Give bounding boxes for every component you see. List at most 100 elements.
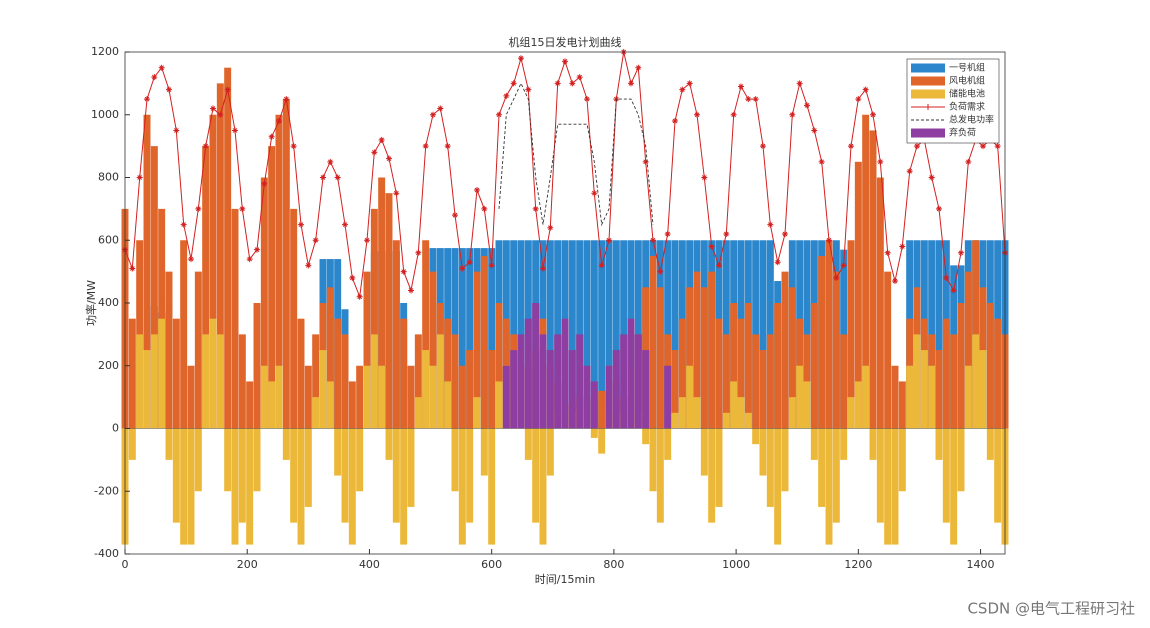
marker [254,246,260,253]
bar [986,303,994,429]
bar [187,365,195,429]
x-axis-label: 时间/15min [535,573,595,586]
marker [745,96,752,103]
bar [583,365,591,429]
y-tick-label: 400 [98,296,119,309]
marker [496,111,502,118]
marker [268,133,275,140]
marker [452,212,458,219]
marker [826,237,832,244]
marker [686,80,693,87]
bar [678,397,686,429]
marker [364,237,370,244]
bar [620,334,628,429]
bar [598,390,606,429]
bar [950,334,958,429]
legend-swatch [911,128,945,138]
bar [935,240,943,429]
bar [708,271,716,429]
marker [202,143,209,150]
marker [884,249,891,256]
bar [730,381,738,429]
marker [386,155,392,162]
marker [796,80,803,87]
bar [246,428,254,545]
bar [590,381,598,429]
bar [370,334,378,429]
bar [847,240,855,429]
legend-label: 一号机组 [949,62,985,74]
bar [348,428,356,545]
bar [363,365,371,429]
bar [788,287,796,429]
bar [869,428,877,460]
legend-label: 风电机组 [949,75,985,87]
bar [378,177,386,429]
x-tick-label: 400 [359,558,380,571]
marker [628,80,634,87]
bar [385,193,393,429]
bar [458,428,466,545]
marker [408,287,414,294]
bar [642,428,650,445]
marker [694,111,700,118]
bar [290,428,298,523]
bar [942,318,950,429]
bar [480,428,488,476]
bar [957,303,965,429]
bar [913,334,921,429]
bar [935,350,943,429]
bar [656,428,664,523]
bar [451,334,459,429]
bar [231,428,239,545]
marker [444,143,451,150]
marker [730,111,737,118]
marker [606,237,612,244]
bar [473,271,481,429]
bar [825,428,833,545]
bar [803,381,811,429]
marker [540,265,546,272]
marker [679,86,686,93]
marker [129,265,136,272]
bar [744,303,752,429]
bar [693,271,701,429]
bar [363,271,371,429]
bar [825,240,833,429]
legend-label: 弃负荷 [949,127,976,139]
bar [202,334,210,429]
bar [796,365,804,429]
x-tick-label: 200 [237,558,258,571]
marker [708,243,715,250]
bar [678,318,686,429]
bar [524,428,532,460]
bar [759,240,767,429]
marker [334,174,341,181]
marker [848,143,854,150]
bar [268,381,276,429]
marker [584,96,590,103]
legend-marker [925,104,931,110]
y-tick-label: 1200 [91,45,119,58]
marker [342,221,348,228]
marker [290,143,297,150]
bar [898,428,906,492]
marker [166,86,172,93]
marker [327,158,334,165]
bar [400,318,408,429]
marker [994,143,1001,150]
bar [715,318,723,429]
marker [569,80,576,87]
bar [502,365,510,429]
bar [884,428,892,545]
marker [158,64,165,71]
marker [892,278,898,285]
bar [664,365,672,429]
bar [224,428,232,492]
bar [312,397,320,429]
bar [950,428,958,545]
bar [407,428,415,507]
bar [326,287,334,429]
marker [510,80,517,87]
bar [788,397,796,429]
